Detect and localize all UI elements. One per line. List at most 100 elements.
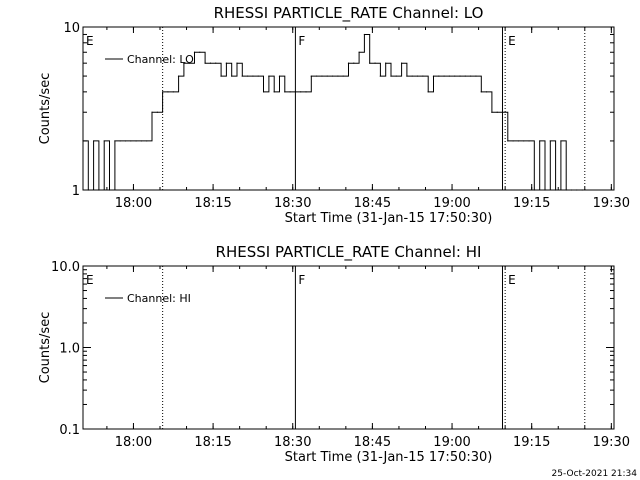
data-point (480, 91, 482, 93)
data-point (517, 140, 520, 142)
data-point (507, 140, 509, 142)
x-tick-label: 18:15 (194, 196, 231, 211)
data-point (87, 189, 89, 191)
plot-frame-0 (82, 26, 615, 191)
data-point (501, 111, 504, 113)
marker-label: F (298, 34, 305, 48)
chart-title-1: RHESSI PARTICLE_RATE Channel: HI (216, 243, 482, 262)
data-point (135, 140, 137, 142)
data-point (130, 140, 132, 142)
data-point (273, 91, 275, 93)
chart-title-0: RHESSI PARTICLE_RATE Channel: LO (214, 4, 484, 23)
data-point (98, 189, 100, 191)
y-tick-label: 10 (63, 21, 80, 36)
marker-label: F (298, 273, 305, 287)
data-point (401, 62, 403, 64)
data-point (119, 140, 121, 142)
x-axis-label-0: Start Time (31-Jan-15 17:50:30) (285, 211, 493, 226)
data-point (156, 111, 158, 113)
x-tick-label: 18:30 (274, 196, 311, 211)
data-point (432, 75, 435, 77)
data-point (257, 75, 259, 77)
data-point (231, 75, 233, 77)
x-tick-label: 19:15 (513, 196, 550, 211)
data-point (108, 189, 111, 191)
x-tick-label: 19:15 (513, 435, 550, 450)
data-point (183, 62, 185, 64)
data-point (177, 75, 180, 77)
data-point (162, 91, 164, 93)
data-point (278, 75, 281, 77)
data-point (305, 91, 307, 93)
data-point (560, 140, 562, 142)
data-point (570, 189, 573, 191)
data-point (554, 189, 557, 191)
data-point (374, 62, 376, 64)
data-point (103, 140, 105, 142)
data-point (215, 62, 217, 64)
data-point (459, 75, 461, 77)
data-point (167, 91, 169, 93)
data-point (576, 189, 578, 191)
data-point (289, 91, 291, 93)
data-point (406, 75, 408, 77)
data-point (316, 75, 318, 77)
data-point (93, 140, 95, 142)
data-point (321, 75, 323, 77)
legend-label: Channel: HI (127, 292, 191, 305)
data-point (353, 62, 355, 64)
x-tick-label: 18:45 (354, 196, 391, 211)
data-point (347, 62, 350, 64)
data-point (300, 91, 302, 93)
data-point (438, 75, 440, 77)
y-tick-label: 1.0 (59, 342, 80, 357)
footer-timestamp: 25-Oct-2021 21:34 (552, 469, 638, 479)
data-point (294, 91, 296, 93)
data-point (454, 75, 456, 77)
data-point (204, 62, 206, 64)
data-point (528, 140, 530, 142)
data-point (491, 111, 493, 113)
data-point (140, 140, 143, 142)
data-point (209, 62, 212, 64)
data-point (342, 75, 344, 77)
data-point (220, 75, 222, 77)
data-point (416, 75, 419, 77)
y-tick-label: 1 (72, 184, 80, 199)
data-point (284, 91, 286, 93)
data-point (268, 75, 270, 77)
data-point (82, 140, 84, 142)
data-point (363, 33, 366, 36)
data-point (114, 140, 116, 142)
data-point (172, 91, 174, 93)
data-point (427, 91, 429, 93)
series-line-0 (83, 34, 588, 191)
data-point (390, 75, 392, 77)
x-tick-label: 18:30 (274, 435, 311, 450)
data-point (395, 75, 397, 77)
data-point (443, 75, 445, 77)
y-tick-label: 10.0 (51, 260, 80, 275)
data-point (379, 75, 381, 77)
data-point (512, 140, 514, 142)
data-point (411, 75, 413, 77)
data-point (523, 140, 525, 142)
y-axis-label-0: Counts/sec (38, 73, 53, 145)
marker-label: E (508, 273, 516, 287)
data-point (533, 189, 535, 191)
data-point (199, 51, 201, 53)
x-tick-label: 19:00 (433, 435, 470, 450)
data-point (422, 75, 424, 77)
x-tick-label: 19:00 (433, 196, 470, 211)
data-point (496, 111, 498, 113)
x-tick-label: 18:15 (194, 435, 231, 450)
data-point (188, 62, 190, 64)
marker-label: E (86, 273, 94, 287)
data-point (262, 91, 265, 93)
data-point (369, 62, 371, 64)
data-point (247, 75, 249, 77)
data-point (565, 189, 567, 191)
x-tick-label: 18:45 (354, 435, 391, 450)
data-point (326, 75, 328, 77)
